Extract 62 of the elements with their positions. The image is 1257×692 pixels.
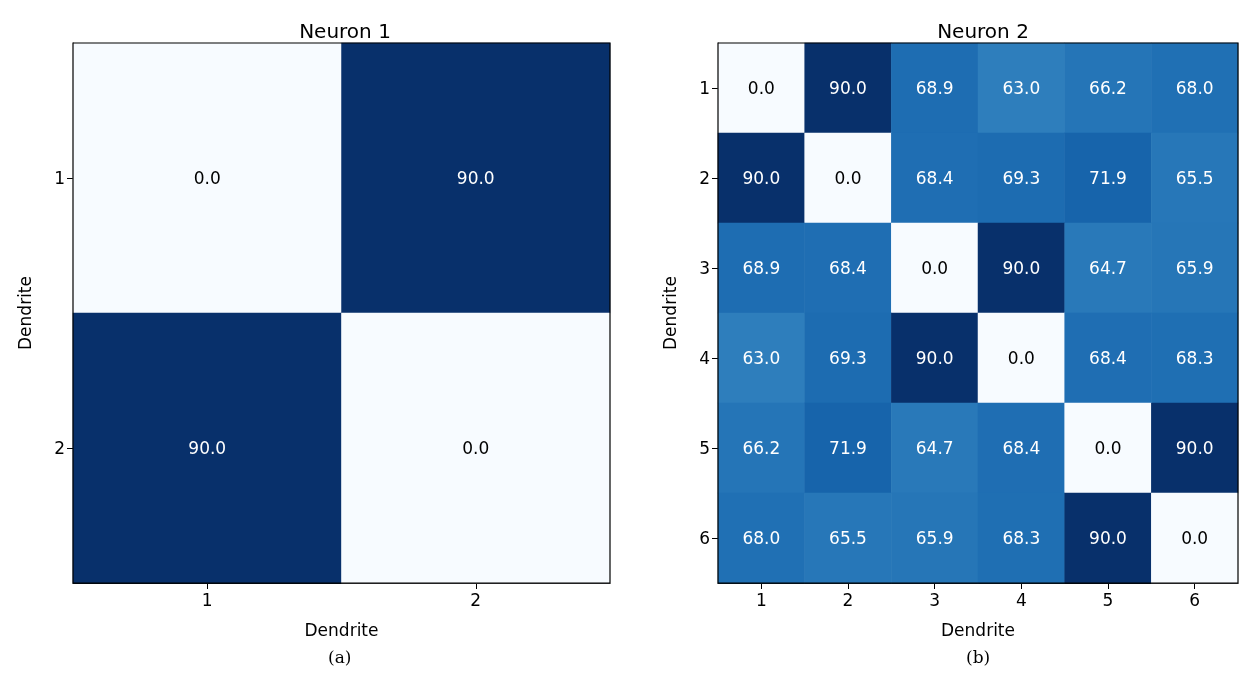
data-label: 90.0 [1089,528,1127,548]
data-label: 63.0 [1002,78,1041,98]
data-label: 0.0 [1094,438,1122,458]
data-label: 64.7 [1089,258,1127,278]
data-label: 71.9 [1089,168,1127,188]
data-label: 63.0 [742,348,781,368]
data-label: 90.0 [915,348,954,368]
data-label: 0.0 [1007,348,1035,368]
data-label: 71.9 [829,438,867,458]
x-axis-title: Dendrite [941,619,1015,640]
data-label: 68.9 [915,78,954,98]
x-tick-label: 4 [1015,589,1027,610]
y-axis-title: Dendrite [659,276,680,350]
data-label: 68.4 [1089,348,1127,368]
data-label: 68.4 [829,258,867,278]
data-label: 68.0 [742,528,781,548]
chart-title: Neuron 1 [299,19,391,43]
data-label: 90.0 [1002,258,1041,278]
data-label: 65.9 [1175,258,1214,278]
y-tick-label: 5 [699,438,710,458]
data-label: 66.2 [1089,78,1127,98]
data-label: 65.9 [915,528,954,548]
y-axis-title: Dendrite [14,276,35,350]
data-label: 68.3 [1175,348,1214,368]
data-label: 90.0 [188,438,227,458]
x-tick-label: 2 [842,589,854,610]
text: (a) [328,646,352,667]
x-tick-label: 2 [470,589,482,610]
data-label: 65.5 [829,528,867,548]
data-label: 90.0 [829,78,867,98]
data-label: 68.4 [1002,438,1041,458]
data-label: 90.0 [456,168,495,188]
y-tick-label: 3 [699,258,710,278]
x-tick-label: 1 [755,589,767,610]
data-label: 68.0 [1175,78,1214,98]
data-label: 0.0 [462,438,490,458]
text: (b) [966,646,991,667]
data-label: 64.7 [915,438,954,458]
data-label: 0.0 [834,168,862,188]
data-label: 69.3 [829,348,867,368]
chart-title: Neuron 2 [937,19,1029,43]
data-label: 0.0 [921,258,949,278]
y-tick-label: 2 [699,168,710,188]
data-label: 65.5 [1175,168,1214,188]
data-label: 66.2 [742,438,781,458]
y-tick-label: 6 [699,528,710,548]
x-tick-label: 6 [1189,589,1201,610]
y-tick-label: 4 [699,348,710,368]
x-axis-title: Dendrite [304,619,379,640]
data-label: 0.0 [1181,528,1209,548]
x-tick-label: 5 [1102,589,1114,610]
data-label: 68.3 [1002,528,1041,548]
y-tick-label: 1 [699,78,710,98]
data-label: 0.0 [193,168,221,188]
data-label: 68.4 [915,168,954,188]
x-tick-label: 3 [929,589,941,610]
data-label: 0.0 [747,78,775,98]
data-label: 68.9 [742,258,781,278]
data-label: 90.0 [742,168,781,188]
data-label: 69.3 [1002,168,1041,188]
x-tick-label: 1 [201,589,213,610]
data-label: 90.0 [1175,438,1214,458]
